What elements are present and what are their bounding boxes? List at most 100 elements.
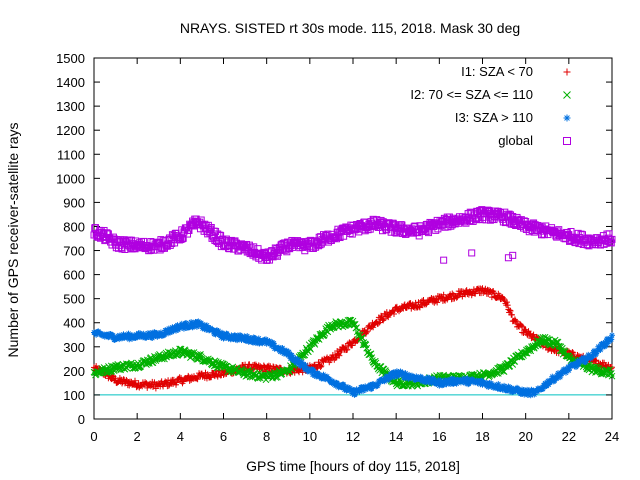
- data-point: [124, 378, 131, 385]
- data-point: [491, 289, 498, 296]
- data-point: [432, 298, 439, 305]
- data-point: [434, 299, 441, 306]
- data-point: [346, 339, 353, 346]
- data-point: [412, 299, 419, 306]
- data-point: [197, 353, 205, 361]
- data-point: [364, 328, 371, 335]
- outlier-point: [504, 254, 512, 262]
- legend-marker: [563, 137, 571, 145]
- y-tick-label: 800: [63, 219, 85, 234]
- data-point: [507, 307, 514, 314]
- x-tick-label: 24: [605, 429, 619, 444]
- data-point: [403, 304, 410, 311]
- y-tick-label: 400: [63, 316, 85, 331]
- x-tick-label: 8: [263, 429, 270, 444]
- legend-label: global: [498, 133, 533, 148]
- data-point: [246, 361, 253, 368]
- data-point: [569, 349, 576, 356]
- y-tick-label: 700: [63, 244, 85, 259]
- x-tick-label: 14: [389, 429, 403, 444]
- data-point: [454, 294, 461, 301]
- chart-title: NRAYS. SISTED rt 30s mode. 115, 2018. Ma…: [180, 20, 520, 36]
- data-point: [173, 379, 180, 386]
- data-point: [384, 313, 391, 320]
- legend-label: I3: SZA > 110: [455, 110, 533, 125]
- data-point: [167, 377, 174, 384]
- data-point: [593, 357, 600, 364]
- series-2: [90, 316, 616, 390]
- axis-ticks: 0 2 4 6 8 10 12 14 16 18 20 22 240100200300400500600…: [56, 51, 619, 444]
- data-point: [137, 382, 144, 389]
- data-point: [197, 351, 204, 358]
- data-point: [105, 368, 113, 376]
- data-point: [512, 317, 519, 324]
- data-point: [506, 307, 513, 314]
- data-point: [263, 366, 270, 373]
- legend: I1: SZA < 70 I2: 70 <= SZA <= 110 I3: SZA …: [410, 64, 571, 148]
- y-tick-label: 1300: [56, 99, 85, 114]
- data-point: [592, 357, 599, 364]
- data-point: [519, 323, 526, 330]
- x-tick-label: 2: [134, 429, 141, 444]
- legend-marker: [563, 68, 571, 76]
- y-tick-label: 1400: [56, 75, 85, 90]
- data-point: [317, 363, 324, 370]
- data-point: [449, 290, 456, 297]
- y-tick-label: 0: [78, 412, 85, 427]
- data-point: [609, 332, 615, 339]
- data-point: [194, 376, 201, 383]
- data-point: [332, 355, 339, 362]
- x-tick-label: 22: [562, 429, 576, 444]
- data-point: [362, 330, 369, 337]
- y-tick-label: 500: [63, 292, 85, 307]
- x-tick-label: 6: [220, 429, 227, 444]
- y-tick-label: 1500: [56, 51, 85, 66]
- data-point: [144, 384, 151, 391]
- legend-label: I2: 70 <= SZA <= 110: [410, 87, 533, 102]
- data-point: [150, 381, 157, 388]
- data-point: [504, 302, 511, 309]
- y-tick-label: 1000: [56, 171, 85, 186]
- data-point: [286, 368, 294, 376]
- y-tick-label: 1200: [56, 123, 85, 138]
- y-axis-label: Number of GPS receiver-satellite rays: [5, 123, 21, 358]
- data-point: [186, 377, 193, 384]
- x-tick-label: 0: [90, 429, 97, 444]
- data-point: [520, 329, 527, 336]
- data-point: [363, 329, 370, 336]
- data-point: [503, 299, 510, 306]
- outlier-point: [509, 251, 517, 259]
- data-point: [270, 363, 277, 370]
- legend-label: I1: SZA < 70: [461, 64, 533, 79]
- legend-marker: [563, 114, 571, 122]
- data-point: [529, 332, 536, 339]
- data-point: [472, 290, 479, 297]
- data-point: [518, 322, 525, 329]
- data-point: [601, 359, 608, 366]
- y-tick-label: 1100: [57, 147, 85, 162]
- x-tick-label: 18: [475, 429, 489, 444]
- data-point: [132, 377, 139, 384]
- legend-marker: [563, 91, 571, 99]
- y-tick-label: 300: [63, 340, 85, 355]
- data-point: [318, 363, 325, 370]
- outlier-point: [468, 249, 476, 257]
- x-axis-label: GPS time [hours of doy 115, 2018]: [246, 458, 460, 474]
- data-point: [167, 380, 174, 387]
- data-point: [375, 320, 382, 327]
- y-tick-label: 600: [63, 268, 85, 283]
- data-point: [225, 365, 232, 372]
- data-point: [391, 310, 398, 317]
- data-point: [336, 352, 343, 359]
- y-tick-label: 100: [63, 388, 85, 403]
- x-tick-label: 10: [303, 429, 317, 444]
- data-point: [440, 291, 447, 298]
- x-tick-label: 16: [432, 429, 446, 444]
- data-point: [108, 368, 116, 375]
- y-tick-label: 200: [63, 364, 85, 379]
- data-point: [344, 346, 351, 353]
- outlier-point: [440, 256, 448, 264]
- x-tick-label: 20: [518, 429, 532, 444]
- x-tick-label: 12: [346, 429, 360, 444]
- series-4: [90, 206, 616, 264]
